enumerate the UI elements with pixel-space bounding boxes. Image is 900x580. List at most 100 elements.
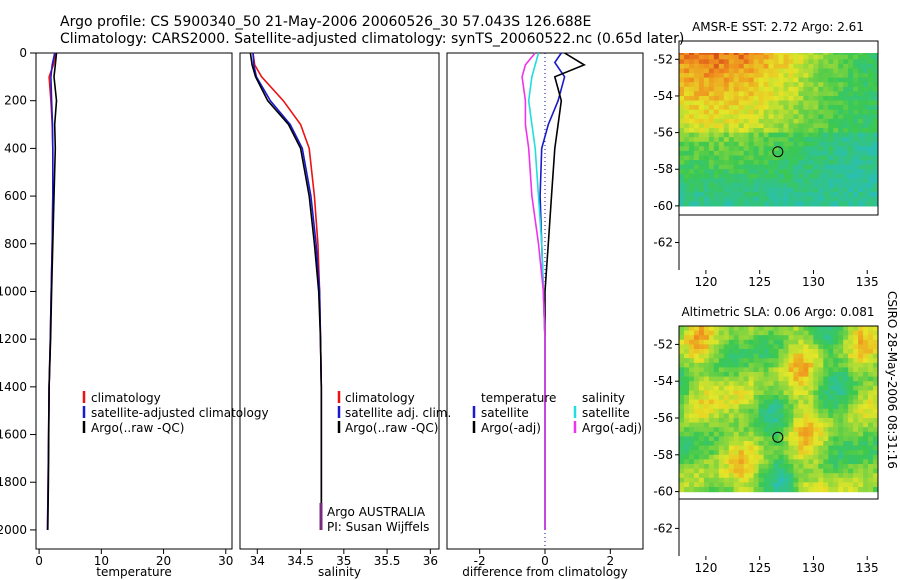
heatmap-cell (758, 53, 765, 56)
heatmap-cell (773, 482, 780, 488)
heatmap-cell (833, 326, 839, 332)
heatmap-cell (708, 192, 715, 198)
heatmap-cell (848, 436, 854, 442)
heatmap-cell (748, 73, 755, 79)
heatmap-cell (838, 173, 844, 179)
heatmap-cell (768, 114, 775, 120)
heatmap-cell (828, 395, 834, 401)
heatmap-cell (813, 482, 819, 488)
heatmap-cell (733, 344, 740, 350)
heatmap-cell (758, 358, 765, 364)
heatmap-cell (684, 68, 690, 74)
heatmap-cell (798, 326, 804, 332)
heatmap-cell (853, 330, 859, 336)
heatmap-cell (803, 53, 809, 56)
heatmap-cell (743, 169, 750, 175)
heatmap-cell (788, 150, 795, 157)
heatmap-cell (684, 362, 690, 368)
heatmap-cell (763, 418, 770, 424)
heatmap-cell (698, 335, 705, 341)
heatmap-cell (724, 46, 730, 51)
heatmap-cell (728, 96, 735, 102)
heatmap-cell (788, 404, 795, 410)
heatmap-cell (723, 344, 730, 350)
heatmap-cell (818, 349, 824, 355)
heatmap-cell (848, 77, 854, 83)
heatmap-cell (708, 105, 715, 111)
heatmap-cell (843, 413, 849, 419)
heatmap-cell (758, 330, 765, 336)
heatmap-cell (873, 150, 878, 157)
heatmap-cell (858, 123, 864, 129)
heatmap-cell (748, 118, 755, 125)
heatmap-cell (689, 187, 695, 193)
heatmap-cell (733, 431, 740, 437)
heatmap-cell (823, 73, 829, 79)
heatmap-cell (818, 344, 824, 350)
heatmap-cell (868, 109, 874, 115)
heatmap-cell (798, 399, 804, 405)
heatmap-cell (798, 63, 804, 70)
heatmap-cell (848, 427, 854, 433)
heatmap-cell (783, 164, 790, 170)
heatmap-cell (778, 187, 785, 193)
heatmap-cell (718, 362, 725, 368)
heatmap-cell (803, 114, 809, 120)
heatmap-cell (858, 46, 864, 51)
heatmap-cell (788, 431, 795, 437)
heatmap-cell (858, 418, 864, 424)
heatmap-cell (843, 105, 849, 111)
heatmap-cell (818, 326, 824, 332)
heatmap-cell (748, 59, 755, 65)
heatmap-cell (798, 335, 804, 341)
heatmap-cell (713, 123, 720, 129)
heatmap-cell (848, 362, 854, 368)
heatmap-cell (708, 68, 715, 74)
heatmap-cell (858, 344, 864, 350)
heatmap-cell (848, 330, 854, 336)
heatmap-cell (738, 404, 745, 410)
heatmap-cell (818, 77, 824, 83)
heatmap-cell (743, 173, 750, 179)
heatmap-cell (868, 376, 874, 382)
heatmap-cell (738, 201, 745, 207)
heatmap-cell (833, 477, 839, 483)
heatmap-cell (843, 146, 849, 152)
map-lat-tick-label: -54 (653, 374, 673, 388)
heatmap-cell (843, 100, 849, 106)
heatmap-cell (778, 82, 785, 88)
heatmap-cell (684, 445, 690, 451)
heatmap-cell (698, 132, 705, 138)
heatmap-cell (738, 68, 745, 74)
heatmap-cell (808, 105, 814, 111)
heatmap-cell (773, 372, 780, 378)
heatmap-cell (703, 173, 710, 179)
heatmap-cell (698, 146, 705, 152)
heatmap-cell (743, 73, 750, 79)
heatmap-cell (748, 418, 755, 424)
heatmap-cell (838, 459, 844, 465)
heatmap-cell (803, 404, 809, 410)
heatmap-cell (843, 91, 849, 97)
heatmap-cell (788, 77, 795, 83)
heatmap-cell (698, 178, 705, 184)
heatmap-cell (783, 150, 790, 157)
heatmap-cell (838, 376, 844, 382)
heatmap-cell (808, 427, 814, 433)
heatmap-cell (828, 477, 834, 483)
heatmap-cell (818, 105, 824, 111)
heatmap-cell (718, 128, 725, 134)
heatmap-cell (698, 326, 705, 332)
heatmap-cell (808, 330, 814, 336)
heatmap-cell (748, 183, 755, 189)
heatmap-cell (783, 178, 790, 184)
depth-tick-label: 1000 (0, 284, 27, 298)
heatmap-cell (863, 100, 869, 106)
heatmap-cell (783, 82, 790, 88)
heatmap-cell (748, 408, 755, 414)
heatmap-cell (843, 54, 849, 60)
heatmap-cell (733, 353, 740, 359)
heatmap-cell (693, 408, 700, 414)
heatmap-cell (738, 436, 745, 442)
heatmap-cell (773, 436, 780, 442)
